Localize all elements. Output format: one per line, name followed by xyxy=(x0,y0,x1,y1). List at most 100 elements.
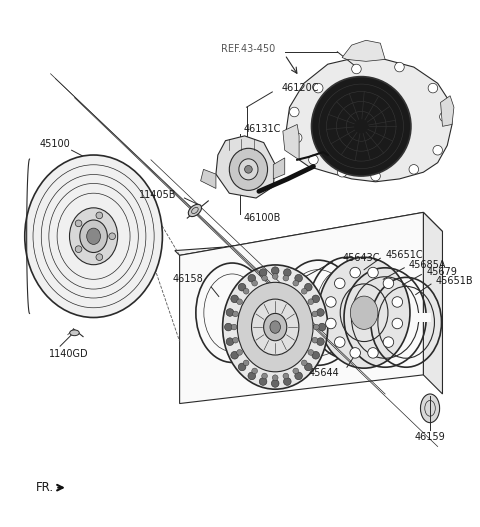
Ellipse shape xyxy=(87,228,100,245)
Ellipse shape xyxy=(313,83,323,93)
Ellipse shape xyxy=(371,171,380,181)
Ellipse shape xyxy=(392,297,403,307)
Ellipse shape xyxy=(238,363,246,371)
Ellipse shape xyxy=(312,337,318,343)
Polygon shape xyxy=(285,57,452,182)
Ellipse shape xyxy=(252,299,299,355)
Ellipse shape xyxy=(312,311,318,317)
Ellipse shape xyxy=(80,220,108,252)
Ellipse shape xyxy=(243,360,249,366)
Ellipse shape xyxy=(229,148,267,190)
Ellipse shape xyxy=(70,208,118,265)
Ellipse shape xyxy=(309,155,318,164)
Ellipse shape xyxy=(325,297,336,307)
Text: FR.: FR. xyxy=(36,481,54,494)
Ellipse shape xyxy=(383,278,394,289)
Ellipse shape xyxy=(383,337,394,347)
Ellipse shape xyxy=(284,269,291,277)
Text: 45100: 45100 xyxy=(40,139,71,149)
Ellipse shape xyxy=(428,83,438,93)
Ellipse shape xyxy=(312,76,411,176)
Ellipse shape xyxy=(292,133,302,143)
Ellipse shape xyxy=(420,394,440,423)
Ellipse shape xyxy=(308,299,313,305)
Polygon shape xyxy=(175,212,443,256)
Ellipse shape xyxy=(317,309,324,316)
Ellipse shape xyxy=(109,233,116,240)
Ellipse shape xyxy=(233,311,239,317)
Ellipse shape xyxy=(225,323,232,331)
Text: 45651B: 45651B xyxy=(436,276,473,286)
Polygon shape xyxy=(216,136,275,198)
Text: 1140GD: 1140GD xyxy=(48,349,88,359)
Ellipse shape xyxy=(350,296,378,329)
Ellipse shape xyxy=(231,352,239,359)
Text: 46131C: 46131C xyxy=(244,124,281,134)
Ellipse shape xyxy=(283,373,288,379)
Text: 46120C: 46120C xyxy=(282,83,319,93)
Ellipse shape xyxy=(301,360,307,366)
Text: 11405B: 11405B xyxy=(139,190,177,200)
Text: REF.43-450: REF.43-450 xyxy=(221,44,275,54)
Ellipse shape xyxy=(313,324,319,330)
Text: 45679: 45679 xyxy=(426,267,457,277)
Ellipse shape xyxy=(270,321,280,333)
Ellipse shape xyxy=(304,284,312,291)
Ellipse shape xyxy=(96,254,103,260)
Ellipse shape xyxy=(433,145,443,155)
Ellipse shape xyxy=(252,368,257,374)
Polygon shape xyxy=(414,313,431,323)
Ellipse shape xyxy=(233,337,239,343)
Ellipse shape xyxy=(75,220,82,227)
Ellipse shape xyxy=(75,246,82,252)
Ellipse shape xyxy=(272,375,278,380)
Polygon shape xyxy=(441,96,454,126)
Ellipse shape xyxy=(289,107,299,117)
Polygon shape xyxy=(423,212,443,394)
Ellipse shape xyxy=(271,379,279,387)
Ellipse shape xyxy=(392,318,403,329)
Ellipse shape xyxy=(301,288,307,294)
Text: 46100B: 46100B xyxy=(244,213,281,223)
Ellipse shape xyxy=(350,267,360,278)
Ellipse shape xyxy=(237,282,313,372)
Ellipse shape xyxy=(325,318,336,329)
Polygon shape xyxy=(342,40,385,61)
Text: 45643C: 45643C xyxy=(342,253,380,264)
Ellipse shape xyxy=(293,280,299,286)
Ellipse shape xyxy=(262,275,267,281)
Ellipse shape xyxy=(295,372,302,380)
Ellipse shape xyxy=(312,352,320,359)
Text: 45651C: 45651C xyxy=(385,250,423,260)
Ellipse shape xyxy=(259,269,267,277)
Polygon shape xyxy=(283,124,299,160)
Ellipse shape xyxy=(312,295,320,302)
Ellipse shape xyxy=(304,363,312,371)
Ellipse shape xyxy=(262,373,267,379)
Ellipse shape xyxy=(335,337,345,347)
Ellipse shape xyxy=(226,338,234,346)
Ellipse shape xyxy=(188,204,202,217)
Polygon shape xyxy=(180,212,423,404)
Ellipse shape xyxy=(271,267,279,275)
Ellipse shape xyxy=(352,64,361,74)
Ellipse shape xyxy=(368,267,378,278)
Ellipse shape xyxy=(395,62,404,72)
Ellipse shape xyxy=(239,159,258,180)
Ellipse shape xyxy=(70,330,79,336)
Ellipse shape xyxy=(231,295,239,302)
Text: 46158: 46158 xyxy=(173,274,204,284)
Ellipse shape xyxy=(350,348,360,358)
Ellipse shape xyxy=(317,338,324,346)
Ellipse shape xyxy=(272,274,278,279)
Ellipse shape xyxy=(318,257,410,368)
Ellipse shape xyxy=(237,299,242,305)
Ellipse shape xyxy=(35,167,152,305)
Ellipse shape xyxy=(264,314,287,341)
Ellipse shape xyxy=(284,378,291,385)
Polygon shape xyxy=(273,158,285,179)
Ellipse shape xyxy=(368,348,378,358)
Ellipse shape xyxy=(259,378,267,385)
Ellipse shape xyxy=(237,349,242,355)
Ellipse shape xyxy=(245,165,252,173)
